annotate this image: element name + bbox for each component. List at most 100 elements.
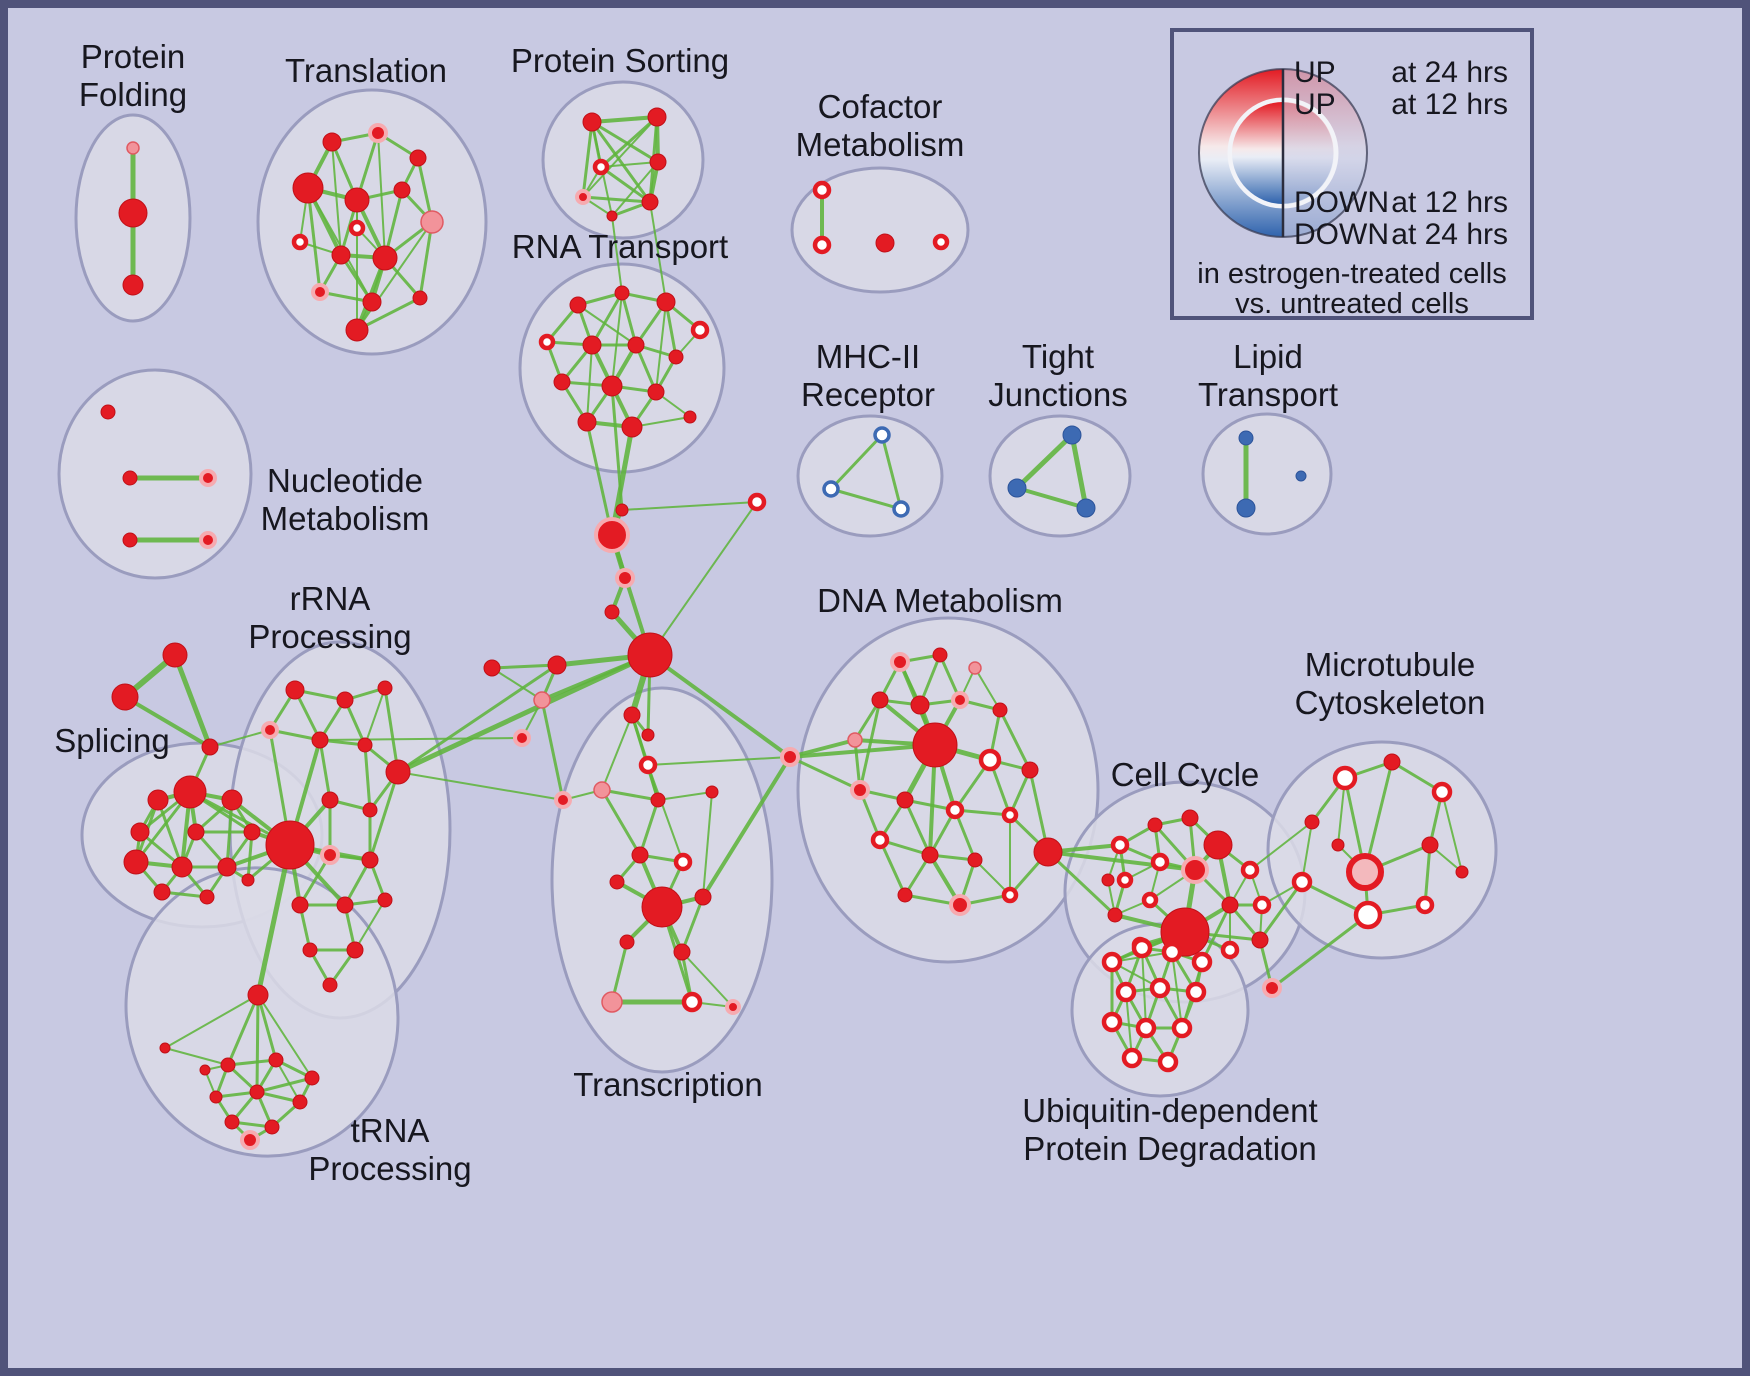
network-edge [319, 737, 523, 741]
gene-node-PH [1181, 856, 1209, 884]
gene-node-W [932, 233, 950, 251]
gene-node-R [1107, 907, 1123, 923]
network-edge [1423, 843, 1432, 907]
gene-node-W [747, 492, 767, 512]
network-edge [123, 695, 212, 749]
gene-node-W [1431, 781, 1453, 803]
gene-node-R [615, 503, 629, 517]
gene-node-R [265, 820, 315, 870]
cluster-label: Folding [79, 76, 187, 113]
gene-node-PH [890, 652, 910, 672]
gene-node-W [1101, 1011, 1123, 1033]
legend-caption-line1: in estrogen-treated cells [1197, 258, 1507, 290]
gene-node-W [1121, 1047, 1143, 1069]
gene-node-R [199, 889, 215, 905]
gene-node-R [483, 659, 501, 677]
gene-node-R [322, 977, 338, 993]
network-edge [878, 838, 907, 897]
network-edge [490, 663, 559, 670]
network-edge [599, 115, 659, 169]
gene-node-W [812, 235, 832, 255]
legend-row0-time: at 24 hrs [1391, 56, 1508, 89]
network-edge [275, 1059, 301, 1103]
gene-node-W [1353, 900, 1383, 930]
gene-node-PH [949, 894, 971, 916]
gene-node-R [130, 822, 150, 842]
gene-node-R [159, 1042, 171, 1054]
network-edge [397, 771, 564, 801]
gene-node-R [111, 683, 139, 711]
gene-node-PH [199, 469, 217, 487]
gene-node-R [123, 849, 149, 875]
gene-node-R [346, 941, 364, 959]
gene-node-R [122, 274, 144, 296]
network-edge [1014, 432, 1075, 491]
network-edge [164, 1047, 229, 1066]
gene-node-R [641, 886, 683, 928]
gene-node-R [173, 775, 207, 809]
gene-node-W [1150, 852, 1170, 872]
gene-node-B [1007, 478, 1027, 498]
gene-node-P [420, 210, 444, 234]
network-edge [364, 687, 386, 746]
gene-node-R [1101, 873, 1115, 887]
gene-node-R [897, 887, 913, 903]
gene-node-W [1141, 891, 1159, 909]
gene-node-W [1291, 871, 1313, 893]
cluster-label: Protein Degradation [1023, 1130, 1317, 1167]
gene-node-PH [951, 691, 969, 709]
gene-node-R [118, 198, 148, 228]
cluster-tight-junctions [988, 414, 1132, 538]
gene-node-R [992, 702, 1008, 718]
legend-inner-left-half [1232, 102, 1283, 204]
gene-node-R [631, 846, 649, 864]
network-edge [638, 798, 660, 857]
gene-node-R [673, 943, 691, 961]
gene-node-R [241, 873, 255, 887]
gene-node-R [344, 187, 370, 213]
gene-node-R [291, 896, 309, 914]
gene-node-W [812, 180, 832, 200]
gene-node-R [647, 383, 665, 401]
network-edge [331, 141, 342, 256]
gene-node-R [601, 375, 623, 397]
gene-node-W [978, 748, 1002, 772]
cluster-label: Splicing [54, 722, 170, 759]
network-edge [788, 755, 862, 792]
legend-inner-right-half [1283, 102, 1334, 204]
cluster-transcription [550, 686, 774, 1074]
network-edge [1015, 486, 1088, 510]
network-edge [1270, 913, 1370, 990]
nodes-layer [100, 107, 1469, 1150]
gene-node-R [627, 632, 673, 678]
gene-node-PH [554, 791, 572, 809]
cluster-label: Protein [81, 38, 186, 75]
gene-node-R [641, 193, 659, 211]
gene-node-R [268, 1052, 284, 1068]
gene-node-W [1110, 835, 1130, 855]
network-edge [585, 420, 614, 537]
gene-node-R [1455, 865, 1469, 879]
cluster-lipid-transport [1201, 412, 1333, 536]
gene-node-R [147, 789, 169, 811]
cluster-label: Nucleotide [267, 462, 423, 499]
cluster-label: Cytoskeleton [1295, 684, 1486, 721]
legend: UP at 24 hrs UP at 12 hrs DOWN at 12 hrs… [1170, 28, 1534, 320]
gene-node-W [1252, 895, 1272, 915]
gene-node-R [100, 404, 116, 420]
gene-node-P [126, 141, 140, 155]
network-edge [395, 652, 653, 775]
network-edge [396, 663, 559, 774]
gene-node-R [292, 1094, 308, 1110]
gene-node-B [1238, 430, 1254, 446]
network-edge [649, 201, 667, 303]
network-edge [647, 756, 791, 766]
network-edge [600, 788, 660, 802]
network-edge [611, 292, 623, 387]
network-edge [354, 899, 386, 951]
network-edge [634, 343, 658, 394]
gene-node-R [209, 1090, 223, 1104]
gene-node-R [122, 532, 138, 548]
network-edge [1046, 850, 1117, 917]
network-edge [648, 653, 792, 759]
